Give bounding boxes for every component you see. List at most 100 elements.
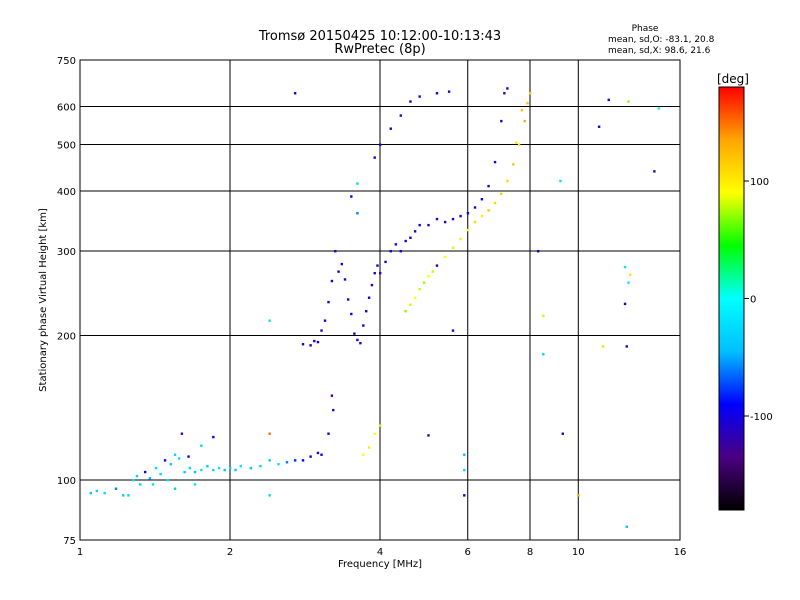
echo-point [399,250,403,253]
echo-point [500,192,503,196]
echo-point [463,468,466,472]
y-tick-label: 300 [57,247,76,258]
echo-point [212,435,215,439]
echo-point [435,264,439,267]
echo-point [625,525,628,528]
echo-point [268,432,271,435]
echo-point [503,92,506,95]
echo-point [480,214,484,218]
echo-point [389,127,392,130]
echo-point [340,262,344,266]
echo-point [404,309,407,313]
echo-point [512,163,515,166]
y-tick-label: 600 [57,103,76,114]
phase-heading: Phase [632,24,659,34]
echo-point [623,265,627,269]
echo-point [451,246,455,249]
echo-point [399,114,403,117]
x-tick-label: 6 [465,547,471,558]
echo-point [173,487,177,490]
echo-point [187,455,190,458]
echo-point [487,184,490,188]
echo-point [422,281,426,284]
echo-point [480,198,484,201]
echo-point [234,468,237,472]
echo-point [409,100,412,103]
echo-point [166,479,170,482]
echo-point [373,271,376,275]
x-tick-label: 10 [572,547,585,558]
echo-point [277,462,280,466]
echo-point [114,487,118,490]
echo-point [463,494,466,497]
echo-point [356,182,359,185]
echo-point [330,279,334,283]
echo-point [343,278,347,281]
echo-point [409,236,412,239]
echo-point [313,339,316,343]
echo-point [373,432,376,435]
echo-point [285,461,289,464]
echo-point [653,170,656,173]
echo-point [337,270,340,273]
echo-point [367,296,371,299]
echo-point [346,298,350,301]
echo-point [334,250,337,253]
echo-point [529,92,532,95]
echo-point [316,340,320,344]
echo-point [384,260,387,264]
colorbar-tick-label: -100 [750,412,773,423]
echo-point [629,273,632,276]
echo-point [435,92,439,95]
echo-point [365,309,368,313]
colorbar-tick-label: 0 [750,295,756,306]
echo-point [249,466,253,470]
echo-point [259,464,262,468]
echo-point [323,319,327,322]
echo-point [327,432,330,435]
echo-point [159,472,162,476]
echo-point [188,466,192,470]
x-tick-label: 4 [377,547,383,558]
echo-point [526,102,529,105]
echo-point [362,453,365,456]
echo-point [200,444,203,447]
echo-point [309,455,312,458]
echo-point [427,275,430,278]
x-tick-label: 16 [674,547,687,558]
echo-point [293,459,297,462]
echo-point [200,468,203,472]
echo-point [206,464,209,468]
echo-point [330,394,334,397]
echo-point [127,494,130,497]
echo-point [427,434,430,437]
colorbar [718,86,745,511]
echo-point [404,239,407,243]
echo-point [413,296,417,299]
echo-point [542,353,545,356]
echo-point [431,270,434,273]
echo-point [163,459,167,462]
grid [80,60,680,540]
echo-point [523,119,526,123]
echo-point [301,459,305,462]
echo-point [359,341,362,345]
echo-point [466,212,470,215]
echo-point [154,466,158,470]
echo-point [320,453,323,456]
echo-point [293,92,297,95]
echo-point [217,466,221,470]
echo-point [493,160,497,164]
y-tick-label: 400 [57,187,76,198]
echo-point [601,345,605,348]
echo-point [443,220,447,224]
echo-point [473,206,477,209]
echo-point [268,319,271,322]
echo-point [435,217,439,221]
echo-point [506,179,509,183]
echo-point [122,494,125,497]
x-axis-ticks: 1 2 4 6 8 10 16 [77,547,687,558]
echo-point [151,483,155,486]
echo-point [350,312,353,316]
